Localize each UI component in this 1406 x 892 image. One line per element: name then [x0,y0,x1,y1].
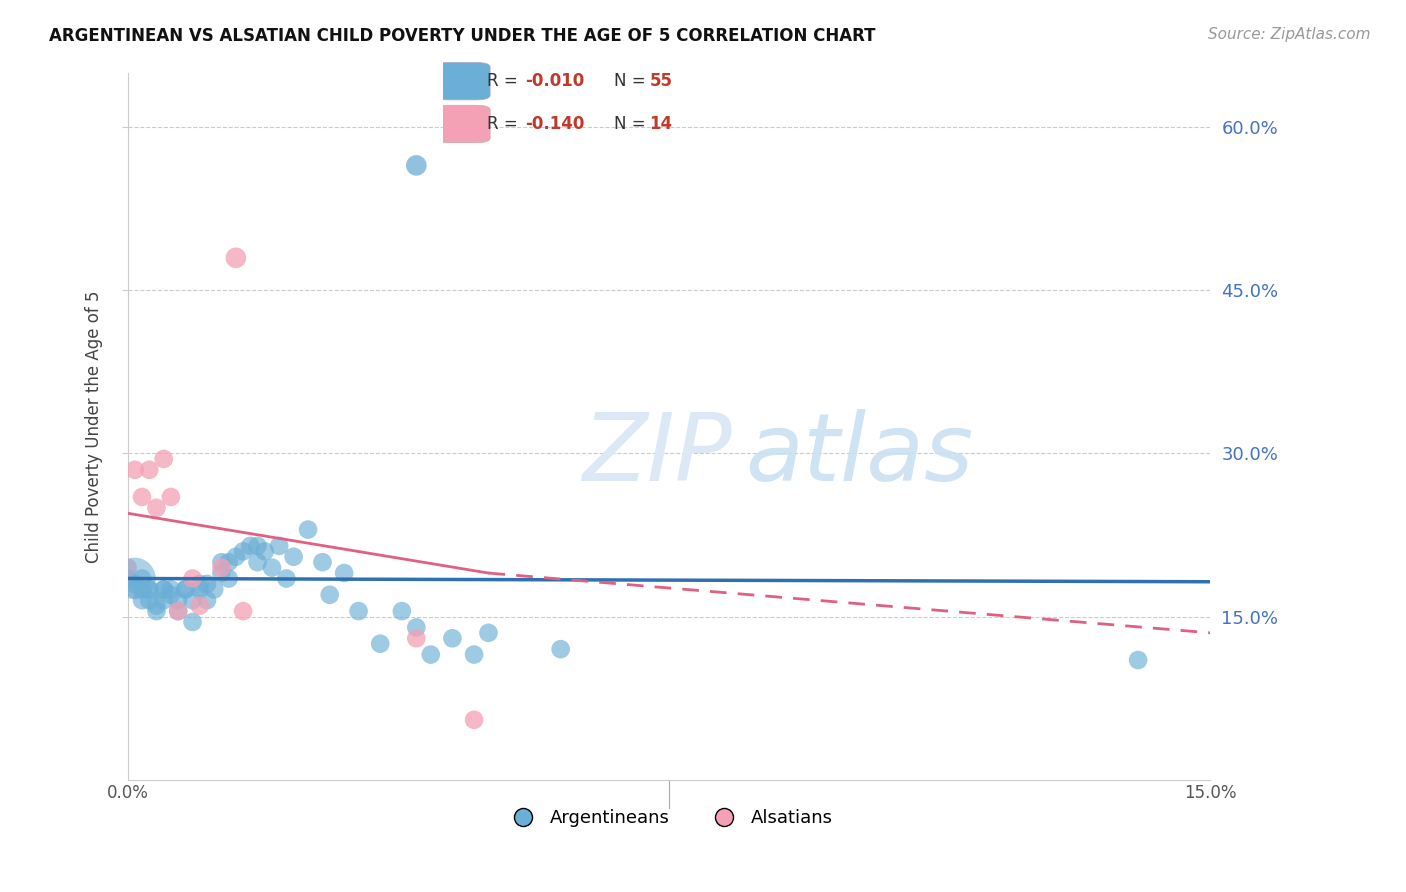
Point [318,588,340,602]
Point [463,713,485,727]
Text: ZIP: ZIP [582,409,733,500]
Point [152,451,174,466]
Text: -0.010: -0.010 [526,72,585,90]
Text: -0.140: -0.140 [526,115,585,133]
Point [188,577,211,591]
Point [1126,653,1149,667]
Point [405,158,427,172]
Point [131,582,153,597]
Text: R =: R = [486,115,523,133]
Point [181,615,204,629]
Point [391,604,413,618]
Point [124,572,146,586]
Point [145,500,167,515]
Text: Source: ZipAtlas.com: Source: ZipAtlas.com [1208,27,1371,42]
Point [209,560,232,574]
Point [152,582,174,597]
FancyBboxPatch shape [434,105,491,143]
Point [333,566,356,580]
FancyBboxPatch shape [434,62,491,100]
Point [260,560,283,574]
Point [225,549,247,564]
Text: ARGENTINEAN VS ALSATIAN CHILD POVERTY UNDER THE AGE OF 5 CORRELATION CHART: ARGENTINEAN VS ALSATIAN CHILD POVERTY UN… [49,27,876,45]
Point [311,555,333,569]
Point [167,604,190,618]
Point [405,620,427,634]
Point [246,555,269,569]
Point [138,582,160,597]
Legend: Argentineans, Alsatians: Argentineans, Alsatians [498,802,841,834]
Point [152,593,174,607]
Point [195,577,218,591]
Point [138,593,160,607]
Text: N =: N = [614,72,651,90]
Point [167,604,190,618]
Point [441,632,464,646]
Point [131,490,153,504]
Point [124,577,146,591]
Point [477,625,499,640]
Point [152,582,174,597]
Point [160,588,183,602]
Point [297,523,319,537]
Point [138,463,160,477]
Point [131,572,153,586]
Point [405,632,427,646]
Point [181,593,204,607]
Point [246,539,269,553]
Point [188,599,211,613]
Text: 55: 55 [650,72,672,90]
Point [160,490,183,504]
Point [232,604,254,618]
Point [276,572,298,586]
Point [347,604,370,618]
Text: R =: R = [486,72,523,90]
Point [138,582,160,597]
Point [117,572,139,586]
Point [368,637,391,651]
Point [145,599,167,613]
Point [117,560,139,574]
Y-axis label: Child Poverty Under the Age of 5: Child Poverty Under the Age of 5 [86,290,103,563]
Text: N =: N = [614,115,651,133]
Point [269,539,291,553]
Point [209,566,232,580]
Text: 14: 14 [650,115,672,133]
Point [550,642,572,657]
Text: atlas: atlas [745,409,973,500]
Point [209,555,232,569]
Point [419,648,441,662]
Point [160,582,183,597]
Point [239,539,262,553]
Point [167,593,190,607]
Point [232,544,254,558]
Point [174,582,197,597]
Point [218,572,240,586]
Point [225,251,247,265]
Point [188,582,211,597]
Point [131,593,153,607]
Point [463,648,485,662]
Point [174,582,197,597]
Point [253,544,276,558]
Point [124,463,146,477]
Point [181,572,204,586]
Point [145,604,167,618]
Point [195,593,218,607]
Point [202,582,225,597]
Point [283,549,305,564]
Point [218,555,240,569]
Point [124,582,146,597]
